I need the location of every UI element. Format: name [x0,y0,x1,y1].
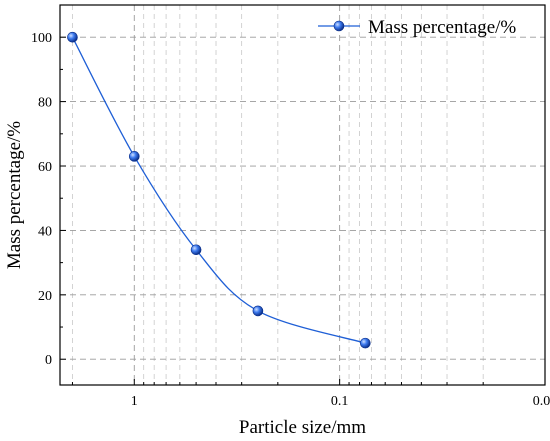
legend-label: Mass percentage/% [368,17,516,38]
y-tick-label: 80 [38,96,52,111]
x-tick-label: 0.01 [533,394,550,409]
data-point [359,337,371,349]
y-tick-label: 100 [31,31,52,46]
plot-frame [59,4,546,386]
y-axis-title: Mass percentage/% [4,121,25,269]
x-axis-title: Particle size/mm [239,417,366,438]
data-point [252,305,264,317]
data-point [128,151,140,162]
y-tick-label: 0 [45,353,52,368]
x-tick-label: 0.1 [331,394,349,409]
y-tick-label: 40 [38,224,52,239]
data-point [67,31,78,43]
x-axis-ticks: 1 0.1 0.01 [71,379,550,409]
x-tick-label: 1 [131,394,138,409]
data-point [190,244,202,256]
major-gridlines [60,5,546,385]
legend-marker [333,20,345,32]
minor-gridlines [72,5,484,385]
data-points [67,31,371,349]
y-tick-label: 20 [38,289,52,304]
legend: Mass percentage/% [318,17,516,38]
y-tick-label: 60 [38,160,52,175]
y-axis-ticks: 0 20 40 60 80 100 [31,31,66,368]
